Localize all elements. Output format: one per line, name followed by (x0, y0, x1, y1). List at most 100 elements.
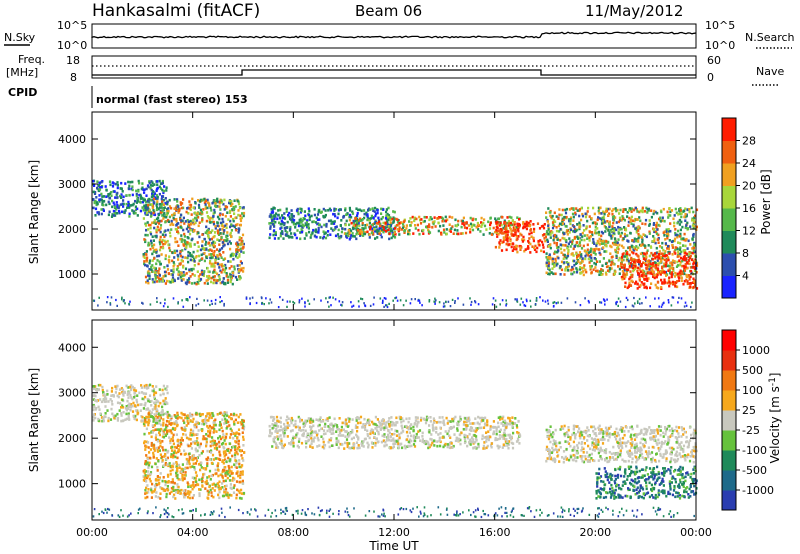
echo-cell (138, 181, 141, 185)
echo-cell (626, 257, 629, 261)
echo-cell (151, 278, 154, 281)
echo-cell (202, 467, 205, 470)
echo-cell (344, 223, 347, 226)
echo-cell (341, 227, 344, 230)
echo-cell (128, 391, 131, 394)
echo-cell (167, 475, 170, 478)
echo-cell (670, 275, 673, 279)
echo-cell (148, 268, 151, 271)
echo-cell (188, 437, 191, 441)
echo-cell (602, 221, 605, 225)
echo-cell (547, 224, 550, 228)
echo-cell (283, 212, 286, 215)
echo-cell (154, 391, 158, 395)
echo-cell (154, 276, 157, 280)
echo-cell (589, 268, 592, 271)
echo-cell (162, 207, 165, 211)
echo-cell (622, 237, 625, 241)
echo-cell (187, 485, 190, 489)
echo-cell (529, 242, 532, 246)
echo-cell (142, 422, 146, 426)
echo-cell (187, 483, 190, 486)
echo-cell (637, 236, 640, 240)
echo-cell (271, 220, 274, 224)
echo-cell (299, 224, 302, 228)
echo-cell (594, 229, 597, 232)
echo-cell (218, 200, 221, 204)
echo-cell (137, 179, 140, 183)
echo-cell (220, 237, 223, 241)
ground-scatter-cell (156, 300, 158, 303)
echo-cell (209, 216, 212, 220)
echo-cell (156, 400, 159, 403)
echo-cell (625, 252, 628, 255)
echo-cell (168, 249, 172, 252)
echo-cell (172, 485, 175, 489)
echo-cell (92, 190, 95, 194)
echo-cell (205, 225, 208, 229)
echo-cell (166, 239, 169, 243)
echo-cell (300, 230, 304, 234)
echo-cell (203, 270, 206, 273)
echo-cell (198, 478, 201, 482)
echo-cell (195, 425, 198, 429)
echo-cell (174, 497, 177, 500)
echo-cell (573, 229, 576, 233)
echo-cell (500, 249, 504, 252)
echo-cell (150, 465, 154, 469)
echo-cell (356, 222, 359, 226)
echo-cell (127, 412, 130, 415)
echo-cell (548, 272, 551, 276)
echo-cell (175, 489, 178, 492)
echo-cell (355, 237, 358, 241)
echo-cell (160, 219, 163, 223)
echo-cell (509, 223, 512, 227)
echo-cell (147, 244, 150, 247)
echo-cell (553, 234, 556, 237)
ground-scatter-cell (677, 301, 679, 304)
echo-cell (218, 275, 221, 278)
echo-cell (147, 415, 150, 418)
echo-cell (203, 237, 206, 241)
echo-cell (186, 207, 189, 210)
echo-cell (482, 233, 485, 236)
echo-cell (576, 228, 579, 232)
ground-scatter-cell (544, 300, 547, 303)
echo-cell (344, 227, 347, 231)
echo-cell (207, 228, 210, 232)
echo-cell (164, 480, 168, 484)
echo-cell (629, 220, 632, 223)
echo-cell (628, 281, 631, 285)
echo-cell (685, 214, 688, 218)
echo-cell (308, 218, 311, 222)
ground-scatter-cell (604, 303, 606, 306)
echo-cell (176, 469, 179, 473)
echo-cell (665, 261, 668, 264)
echo-cell (156, 439, 159, 443)
echo-cell (148, 197, 151, 201)
echo-cell (172, 270, 175, 274)
echo-cell (555, 234, 558, 238)
echo-cell (157, 414, 161, 417)
echo-cell (222, 225, 226, 228)
echo-cell (616, 208, 619, 212)
echo-cell (234, 418, 237, 422)
echo-cell (547, 264, 550, 268)
echo-cell (689, 281, 692, 285)
echo-cell (114, 385, 117, 388)
echo-cell (648, 232, 651, 235)
echo-cell (171, 280, 174, 284)
echo-cell (213, 268, 216, 272)
echo-cell (681, 272, 684, 276)
echo-cell (96, 202, 99, 206)
echo-cell (671, 267, 675, 271)
echo-cell (628, 209, 631, 212)
echo-cell (663, 254, 666, 258)
echo-cell (183, 467, 186, 471)
echo-cell (635, 252, 638, 256)
echo-cell (185, 227, 188, 231)
echo-cell (668, 207, 671, 210)
echo-cell (192, 485, 196, 489)
echo-cell (651, 268, 654, 272)
echo-cell (216, 238, 219, 241)
